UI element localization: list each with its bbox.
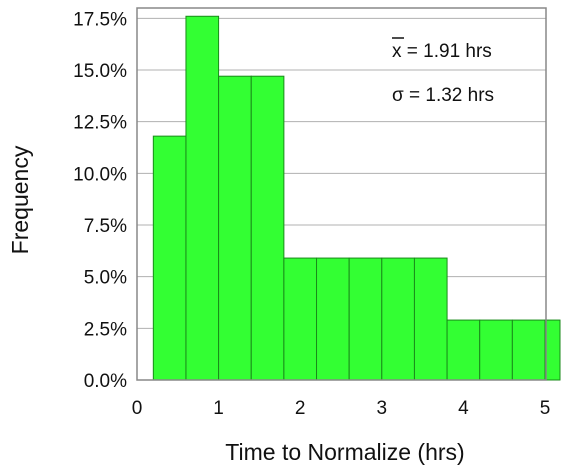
x-tick-label: 4 [458, 398, 469, 419]
svg-text:x = 1.91 hrs: x = 1.91 hrs [392, 41, 492, 62]
histogram-bar [446, 319, 481, 381]
sd-annotation: σ = 1.32 hrs [392, 85, 494, 106]
mean-symbol: x [392, 41, 402, 62]
y-tick-label: 0.0% [84, 371, 127, 392]
histogram-bar [413, 257, 448, 381]
histogram-bar [185, 15, 220, 381]
histogram-bar [348, 257, 383, 381]
histogram-bar [479, 319, 513, 381]
histogram-bar [511, 319, 546, 381]
y-tick-label: 12.5% [73, 113, 127, 134]
histogram-bar [218, 75, 252, 381]
y-tick-label: 5.0% [84, 268, 127, 289]
histogram-bar [250, 75, 285, 381]
mean-annotation: x = 1.91 hrs [392, 37, 492, 62]
mean-value: = 1.91 hrs [402, 41, 492, 62]
plot-frame [136, 7, 547, 381]
histogram-bar [316, 257, 350, 381]
x-tick-labels: 0 1 2 3 4 5 [132, 398, 551, 419]
y-tick-label: 15.0% [73, 61, 127, 82]
histogram-bar [544, 319, 561, 381]
y-tick-labels: 0.0% 2.5% 5.0% 7.5% 10.0% 12.5% 15.0% 17.5% [73, 9, 127, 392]
y-tick-label: 17.5% [73, 9, 127, 30]
x-tick-label: 5 [540, 398, 551, 419]
x-tick-label: 0 [132, 398, 143, 419]
x-tick-label: 1 [213, 398, 224, 419]
x-tick-label: 3 [377, 398, 388, 419]
x-tick-label: 2 [295, 398, 306, 419]
y-tick-label: 7.5% [84, 216, 127, 237]
y-tick-label: 2.5% [84, 319, 127, 340]
histogram-bar [381, 257, 415, 381]
histogram-bar [152, 135, 187, 381]
y-axis-title: Frequency [7, 145, 33, 254]
y-tick-label: 10.0% [73, 164, 127, 185]
histogram-bars [152, 15, 561, 381]
x-axis-title: Time to Normalize (hrs) [225, 439, 464, 465]
histogram-bar [283, 257, 318, 381]
